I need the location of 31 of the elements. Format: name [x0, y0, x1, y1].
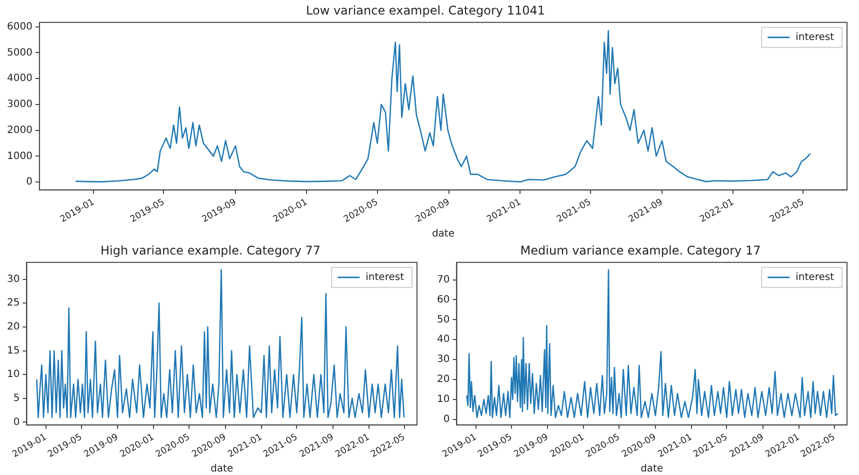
y-tick-label: 4000: [6, 73, 32, 84]
y-tick-label: 0: [13, 416, 20, 428]
x-axis-title: date: [432, 228, 455, 240]
y-tick-label: 0: [443, 414, 450, 426]
y-tick-label: 0: [26, 176, 32, 188]
x-axis-title: date: [640, 464, 664, 475]
y-tick-label: 50: [436, 314, 450, 326]
y-tick-label: 10: [6, 369, 20, 380]
y-tick-label: 40: [436, 334, 450, 346]
chart-title: High variance example. Category 77: [100, 243, 321, 258]
y-tick-label: 70: [436, 274, 450, 286]
y-tick-label: 3000: [6, 99, 32, 110]
y-tick-label: 15: [6, 345, 20, 356]
legend-label: interest: [796, 32, 834, 43]
y-tick-label: 1000: [6, 150, 32, 162]
y-tick-label: 60: [436, 294, 450, 306]
y-tick-label: 10: [436, 394, 450, 406]
y-tick-label: 25: [6, 298, 20, 309]
y-tick-label: 5000: [6, 47, 32, 58]
chart-title: Low variance exampel. Category 11041: [306, 3, 546, 18]
y-tick-label: 30: [436, 354, 450, 366]
legend-label: interest: [366, 272, 404, 283]
y-tick-label: 2000: [6, 124, 32, 136]
x-axis-title: date: [210, 464, 234, 475]
y-tick-label: 6000: [6, 21, 32, 32]
legend-label: interest: [796, 272, 834, 283]
y-tick-label: 20: [436, 374, 450, 386]
y-tick-label: 30: [6, 274, 20, 285]
chart-title: Medium variance example. Category 17: [520, 243, 761, 258]
y-tick-label: 20: [6, 322, 20, 333]
y-tick-label: 5: [13, 393, 20, 404]
